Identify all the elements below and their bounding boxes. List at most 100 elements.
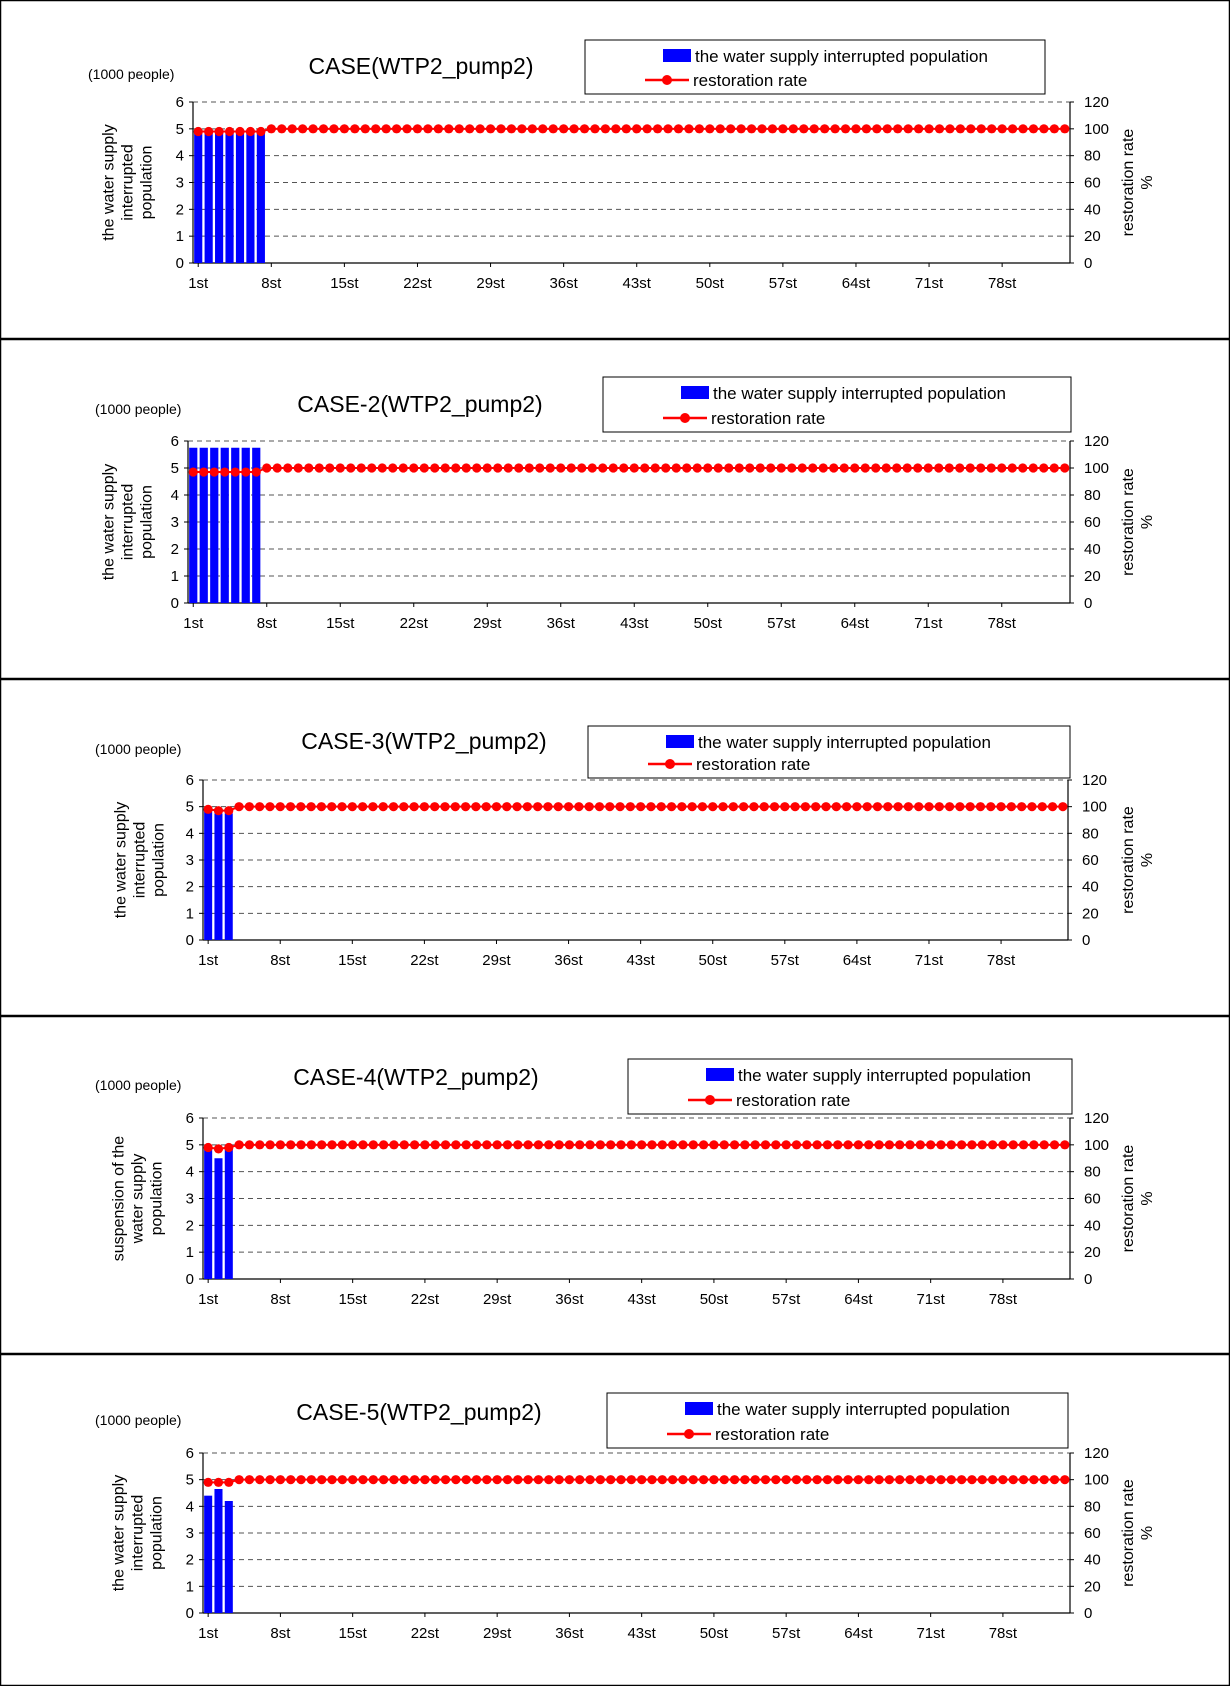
restoration-rate-point bbox=[244, 1475, 255, 1485]
restoration-rate-point bbox=[1058, 802, 1068, 812]
restoration-rate-point bbox=[671, 463, 681, 473]
restoration-rate-point bbox=[512, 802, 522, 812]
restoration-rate-point bbox=[787, 463, 797, 473]
restoration-rate-point bbox=[214, 126, 224, 137]
restoration-rate-point bbox=[350, 124, 360, 134]
x-tick-label: 8st bbox=[261, 275, 282, 292]
y-tick-label-right: 100 bbox=[1084, 460, 1109, 477]
x-tick-label: 8st bbox=[257, 615, 278, 632]
restoration-rate-point bbox=[729, 1475, 740, 1485]
restoration-rate-point bbox=[337, 802, 347, 812]
restoration-rate-point bbox=[757, 124, 767, 134]
restoration-rate-point bbox=[316, 802, 327, 812]
restoration-rate-point bbox=[503, 463, 513, 473]
x-tick-label: 78st bbox=[989, 1625, 1018, 1642]
restoration-rate-point bbox=[327, 1475, 337, 1485]
restoration-rate-point bbox=[715, 124, 725, 134]
x-tick-label: 29st bbox=[483, 1291, 512, 1308]
restoration-rate-point bbox=[996, 802, 1006, 812]
restoration-rate-point bbox=[412, 124, 423, 134]
restoration-rate-point bbox=[818, 463, 828, 473]
restoration-rate-point bbox=[492, 1475, 502, 1485]
restoration-rate-point bbox=[812, 1475, 822, 1485]
y-tick-label-left: 6 bbox=[171, 433, 179, 450]
x-tick-label: 15st bbox=[338, 1625, 367, 1642]
restoration-rate-point bbox=[482, 1475, 492, 1485]
restoration-rate-point bbox=[193, 126, 203, 137]
chart-panel-3: 0 1 2 3 4 5 6 0 20 40 60 80 100 120 1st 8st 15st 22st 29st… bbox=[0, 678, 1230, 1017]
restoration-rate-point bbox=[348, 1140, 358, 1150]
bar bbox=[231, 447, 240, 603]
restoration-rate-point bbox=[749, 802, 759, 812]
bar bbox=[204, 131, 213, 263]
unit-label: (1000 people) bbox=[95, 1412, 181, 1428]
restoration-rate-point bbox=[666, 802, 677, 812]
restoration-rate-point bbox=[646, 802, 656, 812]
x-tick-label: 43st bbox=[620, 615, 649, 632]
restoration-rate-point bbox=[719, 1140, 729, 1150]
y-tick-label-left: 2 bbox=[186, 879, 194, 896]
restoration-rate-point bbox=[559, 124, 569, 134]
restoration-rate-point bbox=[587, 463, 597, 473]
restoration-rate-point bbox=[926, 1140, 936, 1150]
restoration-rate-point bbox=[575, 1140, 585, 1150]
restoration-rate-point bbox=[668, 1475, 678, 1485]
restoration-rate-point bbox=[575, 1475, 585, 1485]
restoration-rate-point bbox=[1060, 463, 1070, 473]
y-tick-label-left: 1 bbox=[186, 1578, 194, 1595]
restoration-rate-point bbox=[852, 802, 862, 812]
restoration-rate-point bbox=[997, 463, 1007, 473]
restoration-rate-point bbox=[808, 463, 818, 473]
x-tick-label: 64st bbox=[843, 952, 872, 969]
restoration-rate-point bbox=[957, 1475, 967, 1485]
bar bbox=[252, 447, 261, 603]
restoration-rate-point bbox=[629, 463, 639, 473]
restoration-rate-point bbox=[719, 1475, 729, 1485]
restoration-rate-point bbox=[750, 1140, 760, 1150]
restoration-rate-point bbox=[327, 1140, 337, 1150]
y-tick-label-right: 20 bbox=[1084, 228, 1101, 245]
x-tick-label: 8st bbox=[270, 1625, 291, 1642]
x-tick-label: 15st bbox=[338, 1291, 367, 1308]
restoration-rate-point bbox=[884, 1475, 894, 1485]
restoration-rate-point bbox=[577, 463, 587, 473]
x-tick-label: 71st bbox=[916, 1291, 945, 1308]
chart-title: CASE(WTP2_pump2) bbox=[309, 53, 534, 79]
restoration-rate-point bbox=[799, 124, 809, 134]
y-tick-label-right: 80 bbox=[1084, 487, 1101, 504]
y-tick-label-right: 80 bbox=[1084, 148, 1101, 165]
restoration-rate-point bbox=[1007, 463, 1017, 473]
chart-title: CASE-2(WTP2_pump2) bbox=[297, 391, 542, 417]
restoration-rate-point bbox=[255, 1475, 265, 1485]
restoration-rate-point bbox=[802, 1475, 812, 1485]
restoration-rate-point bbox=[563, 802, 574, 812]
y-axis-label-right: restoration rate bbox=[1120, 468, 1137, 576]
restoration-rate-point bbox=[1028, 463, 1038, 473]
bar bbox=[214, 1489, 223, 1613]
restoration-rate-point bbox=[564, 1140, 575, 1150]
restoration-rate-point bbox=[915, 1475, 925, 1485]
restoration-rate-point bbox=[358, 1140, 368, 1150]
restoration-rate-point bbox=[451, 1140, 461, 1150]
y-tick-label-left: 0 bbox=[186, 932, 194, 949]
x-tick-label: 1st bbox=[198, 1625, 219, 1642]
x-tick-label: 64st bbox=[841, 615, 870, 632]
y-tick-label-right: 40 bbox=[1084, 1552, 1101, 1569]
x-tick-label: 71st bbox=[915, 275, 944, 292]
unit-label: (1000 people) bbox=[95, 1077, 181, 1093]
restoration-rate-point bbox=[235, 126, 245, 137]
restoration-rate-point bbox=[621, 124, 631, 134]
restoration-rate-point bbox=[188, 467, 198, 477]
x-tick-label: 64st bbox=[844, 1625, 873, 1642]
legend-box bbox=[627, 1058, 1073, 1115]
restoration-rate-point bbox=[986, 802, 996, 812]
restoration-rate-point bbox=[391, 124, 402, 134]
restoration-rate-point bbox=[304, 463, 314, 473]
restoration-rate-point bbox=[809, 124, 819, 134]
legend-label-bars: the water supply interrupted population bbox=[738, 1066, 1031, 1085]
y-tick-label-right: 120 bbox=[1084, 433, 1109, 450]
y-axis-label-left: interrupted bbox=[120, 144, 137, 221]
restoration-rate-point bbox=[864, 1140, 874, 1150]
y-tick-label-left: 1 bbox=[176, 228, 184, 245]
